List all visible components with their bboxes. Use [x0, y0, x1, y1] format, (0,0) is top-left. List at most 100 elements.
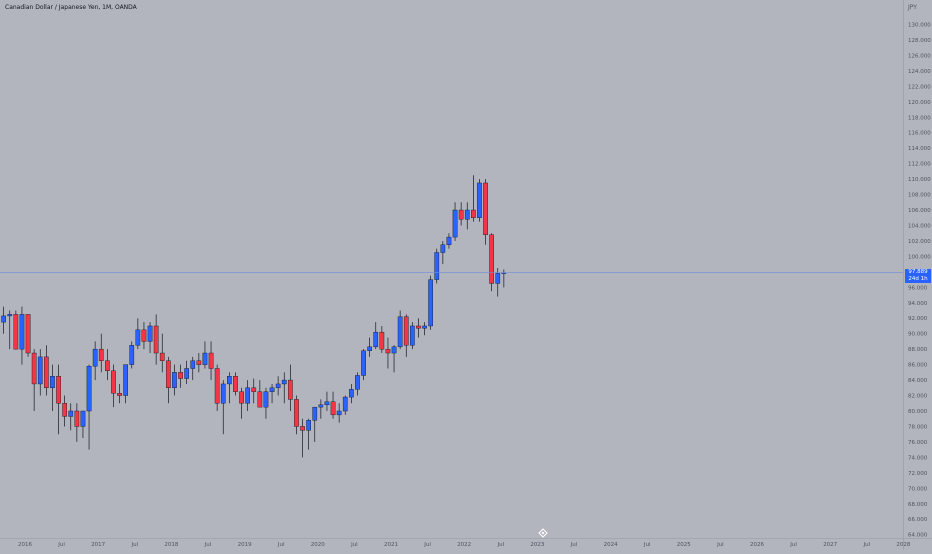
- candle-body-down: [288, 379, 293, 400]
- candle: [434, 248, 440, 284]
- candle: [263, 387, 269, 419]
- candle-body-down: [300, 426, 305, 431]
- candle-body-up: [86, 365, 92, 412]
- price-tick-label: 70.000: [908, 486, 928, 492]
- candle: [86, 364, 92, 450]
- candle: [410, 322, 415, 350]
- candle-body-up: [263, 391, 269, 408]
- candle-body-up: [92, 348, 98, 367]
- price-axis[interactable]: 64.000 66.000 68.000 70.000 72.000 74.000 76.0…: [908, 23, 931, 539]
- candle-body-down: [257, 391, 263, 408]
- time-tick-label: 2025: [677, 542, 691, 548]
- price-tick-label: 80.000: [908, 409, 928, 415]
- candle: [141, 322, 147, 350]
- candle-body-up: [324, 401, 330, 406]
- price-tick-label: 116.000: [908, 131, 931, 137]
- time-tick-label: Jul: [716, 542, 724, 548]
- candle-body-down: [25, 314, 31, 354]
- candle-body-up: [147, 325, 153, 342]
- time-tick-label: Jul: [496, 542, 504, 548]
- candle-body-up: [312, 406, 318, 421]
- candle: [330, 391, 336, 419]
- candle-body-down: [489, 234, 495, 284]
- candle: [214, 364, 220, 411]
- candle-body-up: [281, 379, 287, 385]
- candle: [202, 341, 208, 369]
- candle-body-down: [385, 348, 391, 354]
- candle: [80, 410, 86, 439]
- candle: [373, 322, 379, 350]
- candle: [153, 314, 159, 365]
- time-tick-label: 2019: [238, 542, 252, 548]
- candle: [446, 233, 452, 249]
- candle: [74, 403, 80, 442]
- price-tick-label: 78.000: [908, 424, 928, 430]
- candle: [25, 314, 31, 357]
- price-tick-label: 76.000: [908, 440, 928, 446]
- candle-body-down: [208, 352, 214, 369]
- time-tick-label: 2016: [18, 542, 32, 548]
- symbol-title[interactable]: Canadian Dollar / Japanese Yen, 1M, OAND…: [5, 4, 137, 11]
- candle: [342, 395, 348, 415]
- candle: [397, 310, 403, 350]
- candle: [159, 333, 165, 373]
- candle-body-up: [190, 360, 196, 369]
- price-tick-label: 120.000: [908, 100, 931, 106]
- time-tick-label: Jul: [862, 542, 870, 548]
- time-tick-label: Jul: [350, 542, 358, 548]
- candle-body-up: [7, 314, 13, 317]
- price-tick-label: 106.000: [908, 208, 931, 214]
- candle-body-up: [37, 356, 43, 385]
- price-tick-label: 96.000: [908, 285, 928, 291]
- candle: [251, 378, 257, 404]
- candle-body-up: [410, 325, 415, 346]
- candle: [220, 380, 226, 435]
- candle: [1, 306, 7, 334]
- price-tick-label: 122.000: [908, 84, 931, 90]
- candle-body-down: [56, 376, 61, 404]
- candle: [37, 349, 43, 396]
- time-tick-label: 2024: [604, 542, 618, 548]
- time-tick-label: 2028: [896, 542, 910, 548]
- candle-body-down: [31, 352, 37, 385]
- time-axis[interactable]: 2016 Jul 2017 Jul 2018 Jul 2019 Jul 2020 Jul 2021 J…: [18, 542, 911, 548]
- candle: [208, 341, 214, 381]
- time-tick-label: Jul: [570, 542, 578, 548]
- candle-body-down: [294, 399, 299, 427]
- candle: [233, 372, 238, 396]
- candle: [275, 376, 281, 396]
- candle-body-up: [184, 368, 190, 379]
- time-tick-label: Jul: [57, 542, 65, 548]
- candle: [379, 325, 385, 354]
- candle: [361, 349, 366, 381]
- candle-body-up: [123, 364, 129, 396]
- candle-body-up: [50, 376, 55, 389]
- candle: [355, 372, 360, 396]
- time-tick-label: Jul: [277, 542, 285, 548]
- diamond-cursor-icon[interactable]: [538, 528, 548, 538]
- time-tick-label: Jul: [130, 542, 138, 548]
- candle: [147, 322, 153, 354]
- candle: [288, 364, 293, 411]
- candle-body-down: [251, 387, 257, 392]
- time-tick-label: 2027: [823, 542, 837, 548]
- candle: [56, 364, 61, 435]
- candle-body-up: [68, 410, 74, 417]
- candle: [452, 202, 458, 241]
- candle: [391, 345, 397, 373]
- candle-body-up: [477, 182, 482, 218]
- candle-body-up: [306, 420, 312, 431]
- candle-body-up: [428, 279, 434, 327]
- candle-body-down: [117, 393, 122, 396]
- candle: [416, 318, 421, 338]
- candle: [294, 395, 299, 435]
- candle: [471, 175, 476, 222]
- candle-body-up: [361, 350, 366, 376]
- price-tick-label: 90.000: [908, 332, 928, 338]
- price-tick-label: 108.000: [908, 193, 931, 199]
- candle: [31, 349, 37, 411]
- candle-body-down: [159, 352, 165, 361]
- candle-body-down: [104, 360, 110, 372]
